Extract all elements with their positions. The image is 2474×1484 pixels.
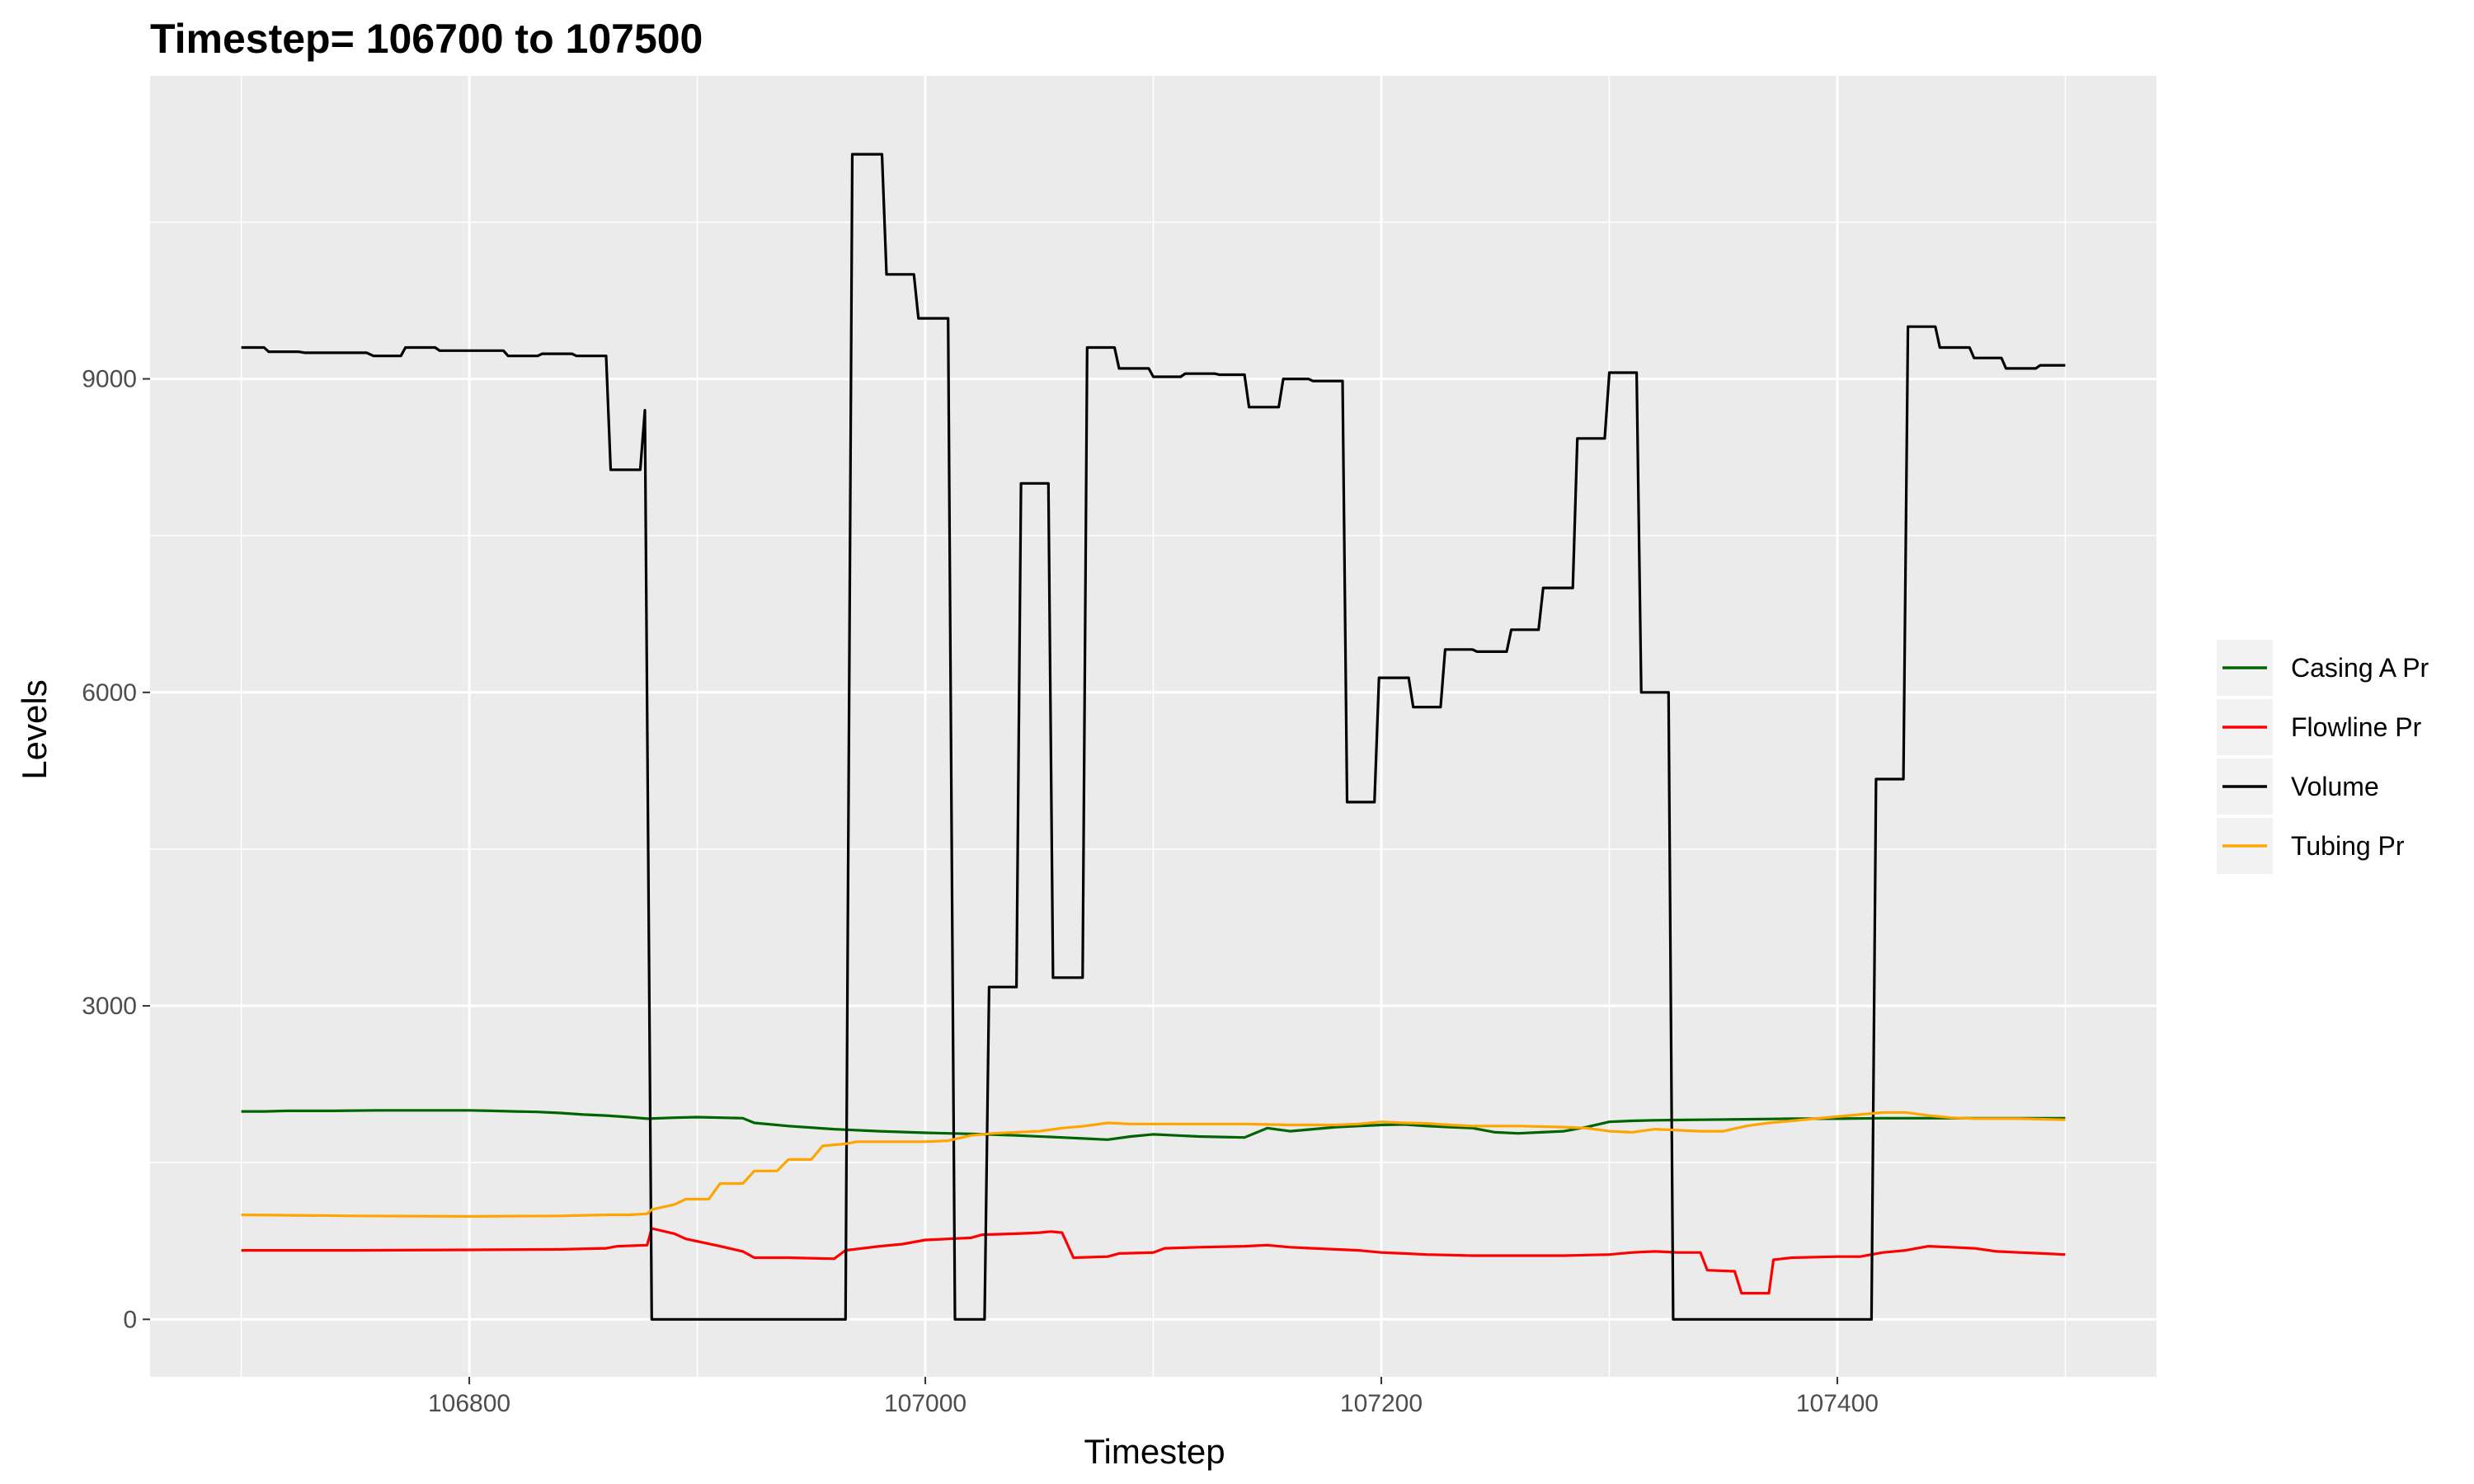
legend-label: Tubing Pr xyxy=(2291,831,2405,861)
legend: Casing A Pr Flowline Pr Volume Tubing Pr xyxy=(2217,640,2429,874)
series-line-casing-a-pr xyxy=(241,1109,2066,1141)
y-tick-label: 0 xyxy=(123,1306,137,1333)
legend-label: Casing A Pr xyxy=(2291,653,2429,683)
grid-major xyxy=(150,76,2157,1377)
series-line-flowline-pr xyxy=(241,1227,2066,1295)
y-tick-label: 9000 xyxy=(82,366,137,393)
chart-title: Timestep= 106700 to 107500 xyxy=(150,16,703,62)
series-line-tubing-pr xyxy=(241,1111,2066,1219)
y-axis-title: Levels xyxy=(15,679,54,779)
series-line-volume xyxy=(241,153,2066,1321)
x-tick-label: 107000 xyxy=(884,1390,967,1417)
x-tick-label: 107200 xyxy=(1340,1390,1423,1417)
series-lines xyxy=(241,153,2066,1321)
x-tick-label: 106800 xyxy=(428,1390,510,1417)
x-tick-label: 107400 xyxy=(1796,1390,1879,1417)
legend-label: Flowline Pr xyxy=(2291,712,2422,742)
y-axis: 0 3000 6000 9000 xyxy=(82,366,150,1333)
grid-minor xyxy=(150,76,2157,1377)
x-axis: 106800 107000 107200 107400 xyxy=(428,1377,1879,1417)
legend-label: Volume xyxy=(2291,772,2379,801)
y-tick-label: 6000 xyxy=(82,679,137,707)
y-tick-label: 3000 xyxy=(82,993,137,1020)
x-axis-title: Timestep xyxy=(1084,1432,1225,1471)
